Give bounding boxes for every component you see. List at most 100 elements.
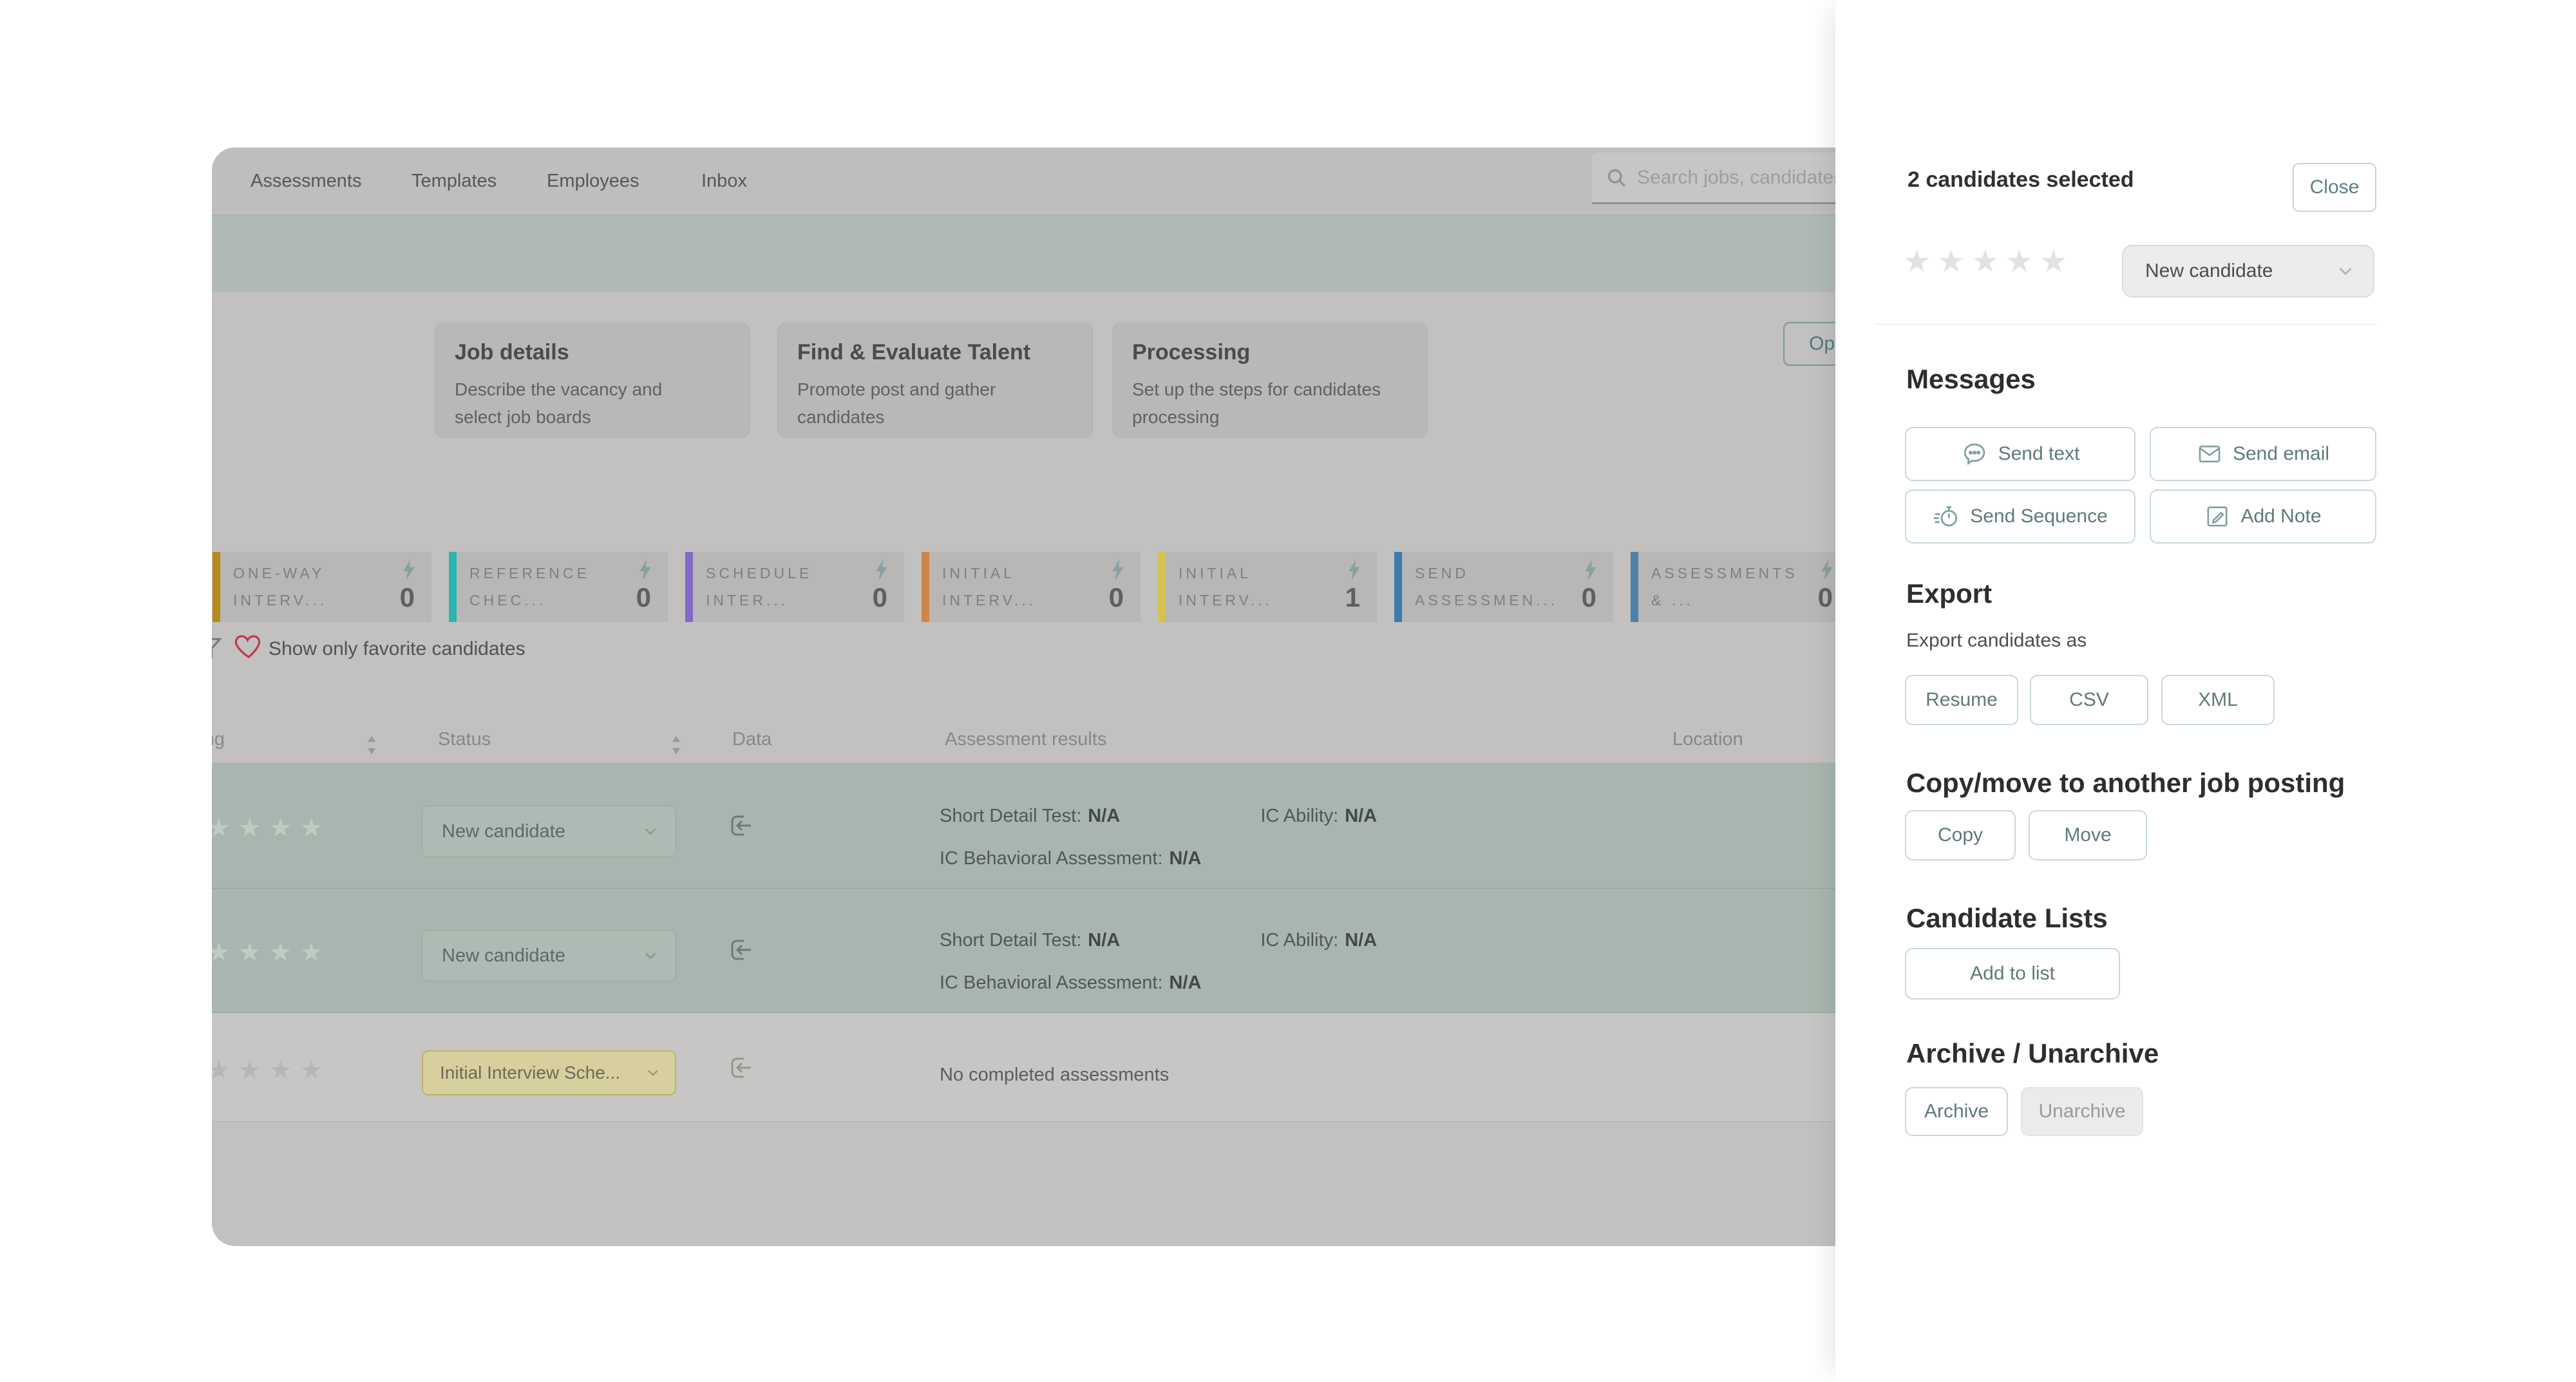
workflow-card-find-talent[interactable]: Find & Evaluate Talent Promote post and …: [777, 323, 1093, 438]
bulk-status-dropdown[interactable]: New candidate: [2122, 245, 2374, 298]
button-label: Send Sequence: [1970, 506, 2108, 527]
panel-divider: [1874, 324, 2376, 325]
nav-item-employees[interactable]: Employees: [547, 170, 639, 191]
send-sequence-button[interactable]: Send Sequence: [1905, 489, 2136, 544]
stage-color-bar: [685, 552, 693, 622]
stage-color-bar: [922, 552, 929, 622]
assessment-label: Short Detail Test:: [940, 806, 1082, 826]
pipeline-stage-schedule-interview[interactable]: SCHEDULE INTER... 0: [685, 552, 904, 622]
stage-count: 0: [1581, 582, 1596, 612]
row-status-dropdown[interactable]: New candidate: [422, 806, 676, 857]
copy-button[interactable]: Copy: [1905, 810, 2016, 860]
filter-funnel-icon[interactable]: [212, 634, 223, 666]
candidates-table-header: Rating Status Data Assessment results Lo…: [212, 720, 1913, 763]
card-description: Set up the steps for candidates processi…: [1132, 379, 1381, 428]
card-title: Find & Evaluate Talent: [797, 340, 1031, 364]
stage-count: 0: [1108, 582, 1124, 612]
stage-color-bar: [213, 552, 220, 622]
candidate-row-2[interactable]: ★★★★★ New candidate Short Detail Test: N/…: [212, 889, 1913, 1013]
assessment-label: IC Ability:: [1260, 806, 1339, 826]
row-rating-stars[interactable]: ★★★★★: [212, 1056, 331, 1084]
data-import-icon[interactable]: [726, 1053, 756, 1086]
search-box[interactable]: [1592, 153, 1886, 204]
add-note-button[interactable]: Add Note: [2150, 489, 2376, 544]
bulk-actions-panel: 2 candidates selected Close ★★★★★ New ca…: [1835, 0, 2576, 1382]
chevron-down-icon: [648, 1070, 658, 1077]
candidate-row-3[interactable]: ★★★★★ Initial Interview Sche... No compl…: [212, 1013, 1913, 1122]
stage-label: ONE-WAY: [233, 565, 325, 582]
lightning-icon: [1819, 558, 1835, 585]
stage-label: INTER...: [706, 592, 789, 609]
export-heading: Export: [1906, 578, 1993, 609]
pencil-square-icon: [2207, 506, 2228, 527]
stage-label: & ...: [1651, 592, 1694, 609]
column-header-location: Location: [1672, 729, 1743, 750]
export-xml-button[interactable]: XML: [2161, 675, 2275, 725]
row-rating-stars[interactable]: ★★★★★: [212, 938, 331, 967]
card-description: Describe the vacancy and select job boar…: [455, 379, 663, 428]
archive-button[interactable]: Archive: [1905, 1087, 2008, 1136]
pipeline-stage-one-way-interview[interactable]: ONE-WAY INTERV... 0: [213, 552, 431, 622]
add-to-list-button[interactable]: Add to list: [1905, 948, 2120, 999]
workflow-card-processing[interactable]: Processing Set up the steps for candidat…: [1112, 323, 1428, 438]
button-label: Send text: [1998, 443, 2080, 464]
move-button[interactable]: Move: [2029, 810, 2147, 860]
row-rating-stars[interactable]: ★★★★★: [212, 814, 331, 842]
button-label: Send email: [2232, 443, 2330, 464]
pipeline-stage-initial-interview-1[interactable]: INITIAL INTERV... 0: [922, 552, 1141, 622]
favorites-filter-row: Show only favorite candidates: [212, 629, 1913, 670]
sort-icon[interactable]: [669, 733, 683, 762]
selection-count-title: 2 candidates selected: [1908, 167, 2134, 192]
search-icon: [1605, 166, 1628, 189]
assessment-value: N/A: [1169, 972, 1202, 993]
workflow-card-job-details[interactable]: Job details Describe the vacancy and sel…: [435, 323, 750, 438]
candidate-row-1[interactable]: ★★★★★ New candidate Short Detail Test: N/…: [212, 763, 1913, 889]
stage-count: 0: [1817, 582, 1833, 612]
data-import-icon[interactable]: [726, 935, 756, 968]
lightning-icon: [1582, 558, 1599, 585]
send-email-button[interactable]: Send email: [2150, 427, 2376, 481]
stage-label: INITIAL: [1179, 565, 1251, 582]
column-header-status[interactable]: Status: [438, 729, 491, 750]
nav-item-templates[interactable]: Templates: [412, 170, 497, 191]
stage-label: INTERV...: [1179, 592, 1273, 609]
favorites-filter-label[interactable]: Show only favorite candidates: [269, 638, 526, 659]
stage-color-bar: [1631, 552, 1638, 622]
top-navbar: Assessments Templates Employees Inbox: [212, 147, 1913, 216]
row-status-dropdown-warning[interactable]: Initial Interview Sche...: [422, 1050, 676, 1095]
assessment-value: N/A: [1169, 848, 1202, 869]
favorite-heart-icon[interactable]: [234, 632, 263, 663]
stage-count: 0: [399, 582, 415, 612]
export-resume-button[interactable]: Resume: [1905, 675, 2018, 725]
stage-label: ASSESSMEN...: [1415, 592, 1558, 609]
export-csv-button[interactable]: CSV: [2030, 675, 2148, 725]
stage-label: INTERV...: [942, 592, 1036, 609]
assessment-label: IC Behavioral Assessment:: [940, 972, 1163, 993]
close-panel-button[interactable]: Close: [2293, 163, 2376, 212]
chat-bubble-icon: [1964, 443, 1985, 466]
data-import-icon[interactable]: [726, 811, 756, 844]
unarchive-button[interactable]: Unarchive: [2021, 1087, 2143, 1136]
chevron-down-icon: [2339, 267, 2352, 276]
stage-label: ASSESSMENTS: [1651, 565, 1798, 582]
nav-item-assessments[interactable]: Assessments: [251, 170, 362, 191]
nav-item-inbox[interactable]: Inbox: [701, 170, 747, 191]
lightning-icon: [401, 558, 417, 585]
stage-label: SEND: [1415, 565, 1469, 582]
lightning-icon: [637, 558, 654, 585]
pipeline-stage-initial-interview-2[interactable]: INITIAL INTERV... 1: [1158, 552, 1377, 622]
stage-label: CHEC...: [469, 592, 547, 609]
pipeline-stage-reference-check[interactable]: REFERENCE CHEC... 0: [449, 552, 668, 622]
sort-icon[interactable]: [365, 733, 379, 762]
row-status-dropdown[interactable]: New candidate: [422, 930, 676, 981]
bulk-rating-stars[interactable]: ★★★★★: [1903, 245, 2074, 279]
pipeline-stage-assessments[interactable]: ASSESSMENTS & ... 0: [1631, 552, 1850, 622]
copy-move-heading: Copy/move to another job posting: [1906, 768, 2345, 798]
assessment-value: N/A: [1345, 806, 1378, 826]
send-text-button[interactable]: Send text: [1905, 427, 2136, 481]
row-status-value: New candidate: [442, 945, 565, 966]
column-header-rating[interactable]: Rating: [212, 729, 225, 750]
app-window: Assessments Templates Employees Inbox Jo…: [212, 147, 1913, 1246]
export-subtitle: Export candidates as: [1906, 630, 2087, 651]
pipeline-stage-send-assessment[interactable]: SEND ASSESSMEN... 0: [1394, 552, 1613, 622]
